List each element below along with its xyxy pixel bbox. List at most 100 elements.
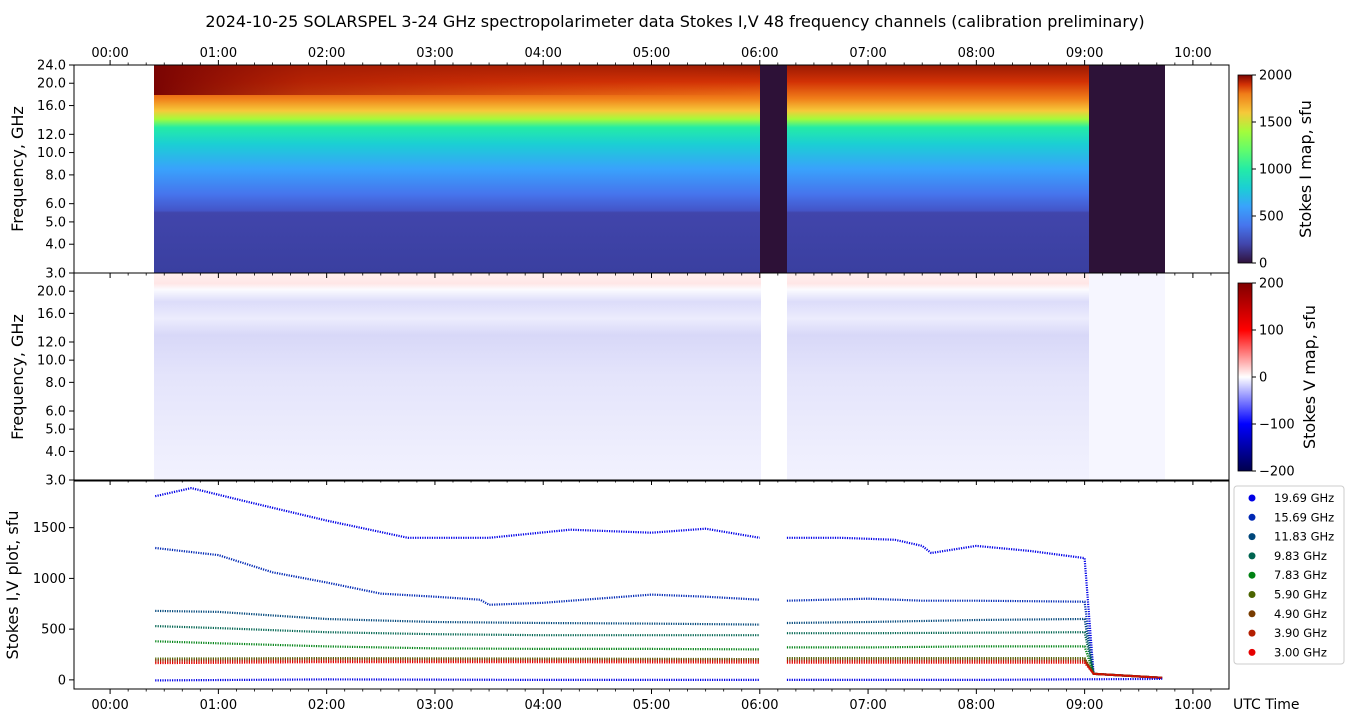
stokes-i-map-right: [787, 65, 1089, 273]
colorbar-v-bar: [1237, 282, 1253, 472]
freq-tick-label: 3.0: [45, 267, 66, 282]
legend-marker: [1248, 629, 1256, 637]
stokes-v-ylabel: Frequency, GHz: [8, 314, 27, 440]
series-line-19-69-ghz: [154, 486, 1163, 679]
top-time-label: 00:00: [91, 46, 128, 61]
top-time-label: 03:00: [416, 46, 453, 61]
colorbar-tick-label: 1000: [1259, 163, 1292, 178]
colorbar-tick-label: 500: [1259, 210, 1284, 225]
series-line-11-83-ghz: [155, 609, 1163, 679]
top-time-label: 10:00: [1174, 46, 1211, 61]
bottom-time-label: 00:00: [91, 698, 128, 713]
x-axis-label: UTC Time: [1233, 697, 1299, 713]
colorbar-v-ticks: −200 −100 0 100 200: [1252, 277, 1295, 480]
colorbar-tick-label: 0: [1259, 371, 1267, 386]
freq-tick-label: 6.0: [45, 405, 66, 420]
bottom-time-label: 04:00: [524, 698, 561, 713]
time-axis: 00:00 00:00 01:00 01:00 02:00 02:00 03:00 03:00…: [91, 46, 1211, 713]
bottom-time-label: 01:00: [200, 698, 237, 713]
legend-marker: [1248, 571, 1256, 579]
legend-marker: [1248, 648, 1256, 656]
stokes-v-panel: 3.0 4.0 5.0 6.0 8.0 10.0 12.0 16.0 20.0 Frequenc…: [8, 272, 1230, 489]
top-time-label: 05:00: [633, 46, 670, 61]
colorbar-tick-label: 200: [1259, 277, 1284, 292]
colorbar-v-label: Stokes V map, sfu: [1300, 305, 1319, 449]
bottom-time-label: 02:00: [308, 698, 345, 713]
bottom-time-label: 05:00: [633, 698, 670, 713]
bottom-time-label: 08:00: [958, 698, 995, 713]
top-time-label: 07:00: [849, 46, 886, 61]
legend-label: 3.90 GHz: [1274, 626, 1327, 640]
stokes-v-y-ticks: 3.0 4.0 5.0 6.0 8.0 10.0 12.0 16.0 20.0: [37, 285, 74, 489]
bottom-time-label: 03:00: [416, 698, 453, 713]
legend-marker: [1248, 494, 1256, 502]
top-time-label: 01:00: [200, 46, 237, 61]
legend-marker: [1248, 610, 1256, 618]
stokes-v-map-right: [787, 273, 1089, 480]
chart-title: 2024-10-25 SOLARSPEL 3-24 GHz spectropol…: [205, 12, 1144, 31]
legend-label: 4.90 GHz: [1274, 607, 1327, 621]
freq-tick-label: 5.0: [45, 215, 66, 230]
freq-tick-label: 24.0: [37, 59, 66, 74]
stokes-i-y-ticks: 3.0 4.0 5.0 6.0 8.0 10.0 12.0 16.0 20.0 24.0: [37, 59, 74, 282]
colorbar-i-bar: [1237, 74, 1253, 264]
legend-label: 3.00 GHz: [1274, 645, 1327, 659]
colorbar-tick-label: 1500: [1259, 116, 1292, 131]
freq-tick-label: 8.0: [45, 168, 66, 183]
freq-tick-label: 10.0: [37, 146, 66, 161]
series-line-7-83-ghz: [155, 640, 1163, 679]
freq-tick-label: 12.0: [37, 336, 66, 351]
freq-tick-label: 16.0: [37, 307, 66, 322]
freq-tick-label: 20.0: [37, 285, 66, 300]
stokes-v-dropoff: [1089, 273, 1165, 480]
stokes-i-dropoff: [1089, 65, 1165, 273]
freq-tick-label: 6.0: [45, 197, 66, 212]
bottom-time-label: 09:00: [1066, 698, 1103, 713]
bottom-time-label: 06:00: [741, 698, 778, 713]
freq-tick-label: 10.0: [37, 354, 66, 369]
stokes-plot-series: [154, 486, 1163, 682]
stokes-i-panel: 3.0 4.0 5.0 6.0 8.0 10.0 12.0 16.0 20.0 24.0 Freq…: [8, 59, 1230, 282]
legend-label: 15.69 GHz: [1274, 510, 1334, 524]
top-time-label: 08:00: [958, 46, 995, 61]
freq-tick-label: 12.0: [37, 128, 66, 143]
colorbar-tick-label: −100: [1259, 418, 1295, 433]
freq-tick-label: 4.0: [45, 445, 66, 460]
stokes-i-map-left: [154, 65, 761, 273]
colorbar-tick-label: 2000: [1259, 69, 1292, 84]
flux-tick-label: 500: [41, 623, 66, 638]
top-time-label: 09:00: [1066, 46, 1103, 61]
stokes-plot-y-ticks: 0 500 1000 1500: [33, 521, 74, 688]
colorbar-tick-label: 100: [1259, 324, 1284, 339]
stokes-i-ylabel: Frequency, GHz: [8, 106, 27, 232]
legend-marker: [1248, 591, 1256, 598]
freq-tick-label: 8.0: [45, 376, 66, 391]
flux-tick-label: 0: [58, 673, 66, 688]
stokes-i-gap: [760, 65, 787, 273]
colorbar-i-label: Stokes I map, sfu: [1296, 100, 1315, 238]
freq-tick-label: 20.0: [37, 77, 66, 92]
stokes-plot-ylabel: Stokes I,V plot, sfu: [3, 511, 22, 660]
legend-items: 19.69 GHz 15.69 GHz 11.83 GHz 9.83 GHz 7.83 …: [1248, 491, 1334, 659]
legend-marker: [1248, 533, 1256, 541]
series-line-9-83-ghz: [155, 625, 1163, 679]
legend-label: 5.90 GHz: [1274, 588, 1327, 602]
series-line-stokes-v: [155, 677, 1163, 682]
colorbar-tick-label: 0: [1259, 257, 1267, 272]
legend: 19.69 GHz 15.69 GHz 11.83 GHz 9.83 GHz 7.83 …: [1233, 485, 1345, 665]
flux-tick-label: 1500: [33, 521, 66, 536]
freq-tick-label: 16.0: [37, 99, 66, 114]
stokes-plot-panel: 0 500 1000 1500 Stokes I,V plot, sfu: [3, 480, 1230, 690]
series-line-3-90-ghz: [155, 659, 1163, 679]
legend-marker: [1248, 513, 1256, 521]
stokes-v-map-left: [154, 273, 761, 480]
bottom-time-label: 07:00: [849, 698, 886, 713]
colorbar-stokes-v: −200 −100 0 100 200 Stokes V map, sfu: [1237, 277, 1319, 480]
legend-label: 11.83 GHz: [1274, 530, 1334, 544]
top-time-label: 04:00: [524, 46, 561, 61]
colorbar-stokes-i: 0 500 1000 1500 2000 Stokes I map, sfu: [1237, 69, 1315, 272]
freq-tick-label: 5.0: [45, 423, 66, 438]
series-line-4-90-ghz: [155, 657, 1163, 679]
top-time-label: 06:00: [741, 46, 778, 61]
